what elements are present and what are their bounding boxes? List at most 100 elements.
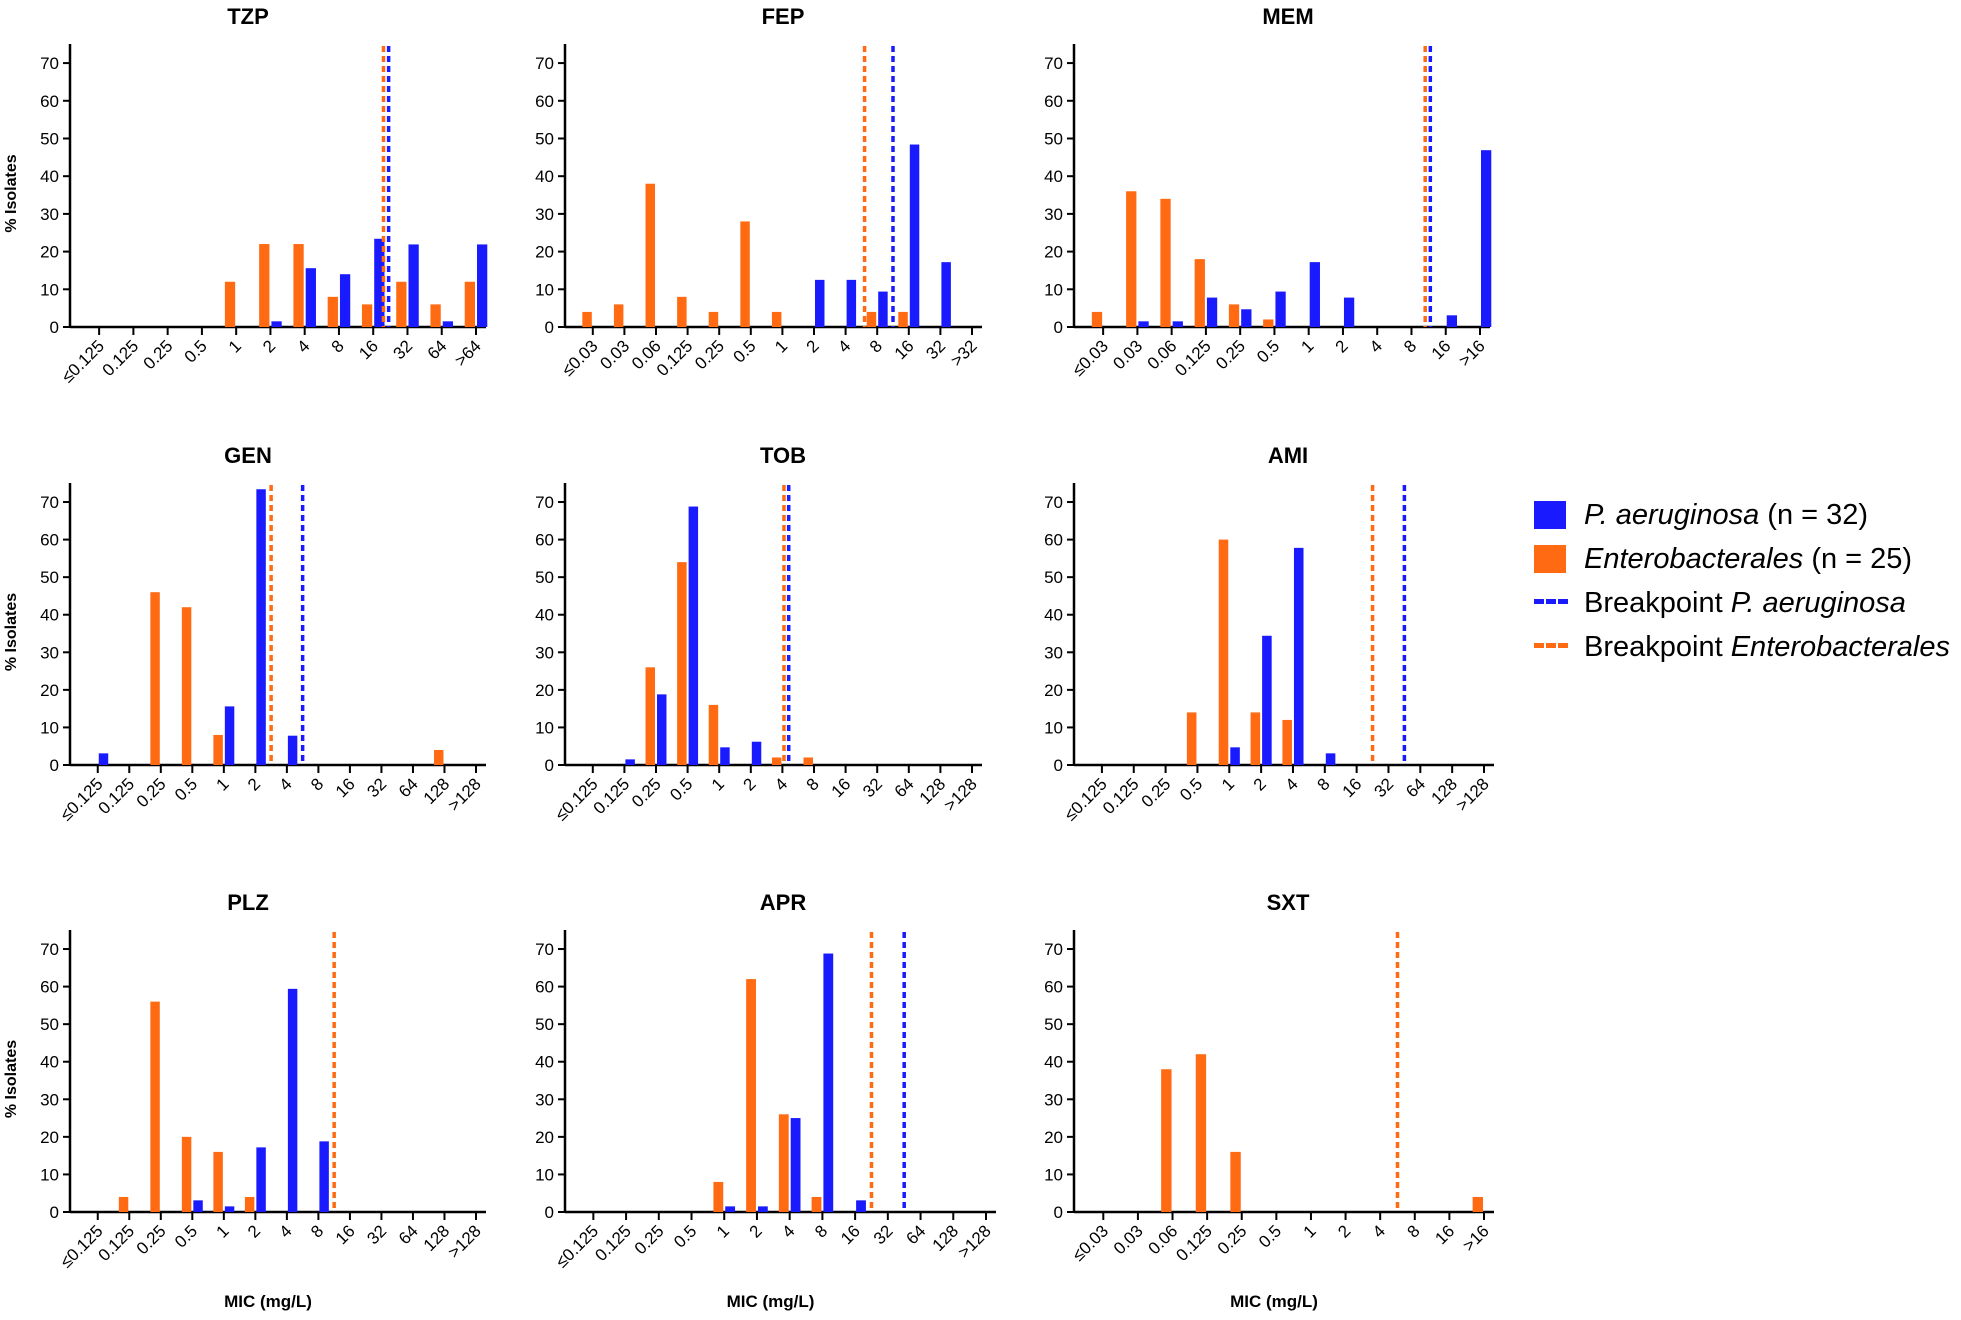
x-tick-label: 0.5 <box>666 774 696 804</box>
y-tick-label: 70 <box>40 493 59 512</box>
y-tick-label: 20 <box>40 243 59 262</box>
y-tick-label: 50 <box>40 129 59 148</box>
y-tick-label: 30 <box>1044 643 1063 662</box>
bar-enterobacterales <box>898 311 908 327</box>
x-tick-label: 16 <box>837 1221 864 1248</box>
bar-p-aeruginosa <box>256 1147 266 1212</box>
bar-p-aeruginosa <box>1262 635 1272 765</box>
chart-title: TOB <box>760 443 806 468</box>
y-tick-label: 40 <box>40 167 59 186</box>
bar-enterobacterales <box>464 281 475 327</box>
y-tick-label: 50 <box>1044 568 1063 587</box>
x-tick-label: 1 <box>1297 336 1317 356</box>
bar-p-aeruginosa <box>1230 747 1240 765</box>
bar-p-aeruginosa <box>1309 262 1320 327</box>
bar-enterobacterales <box>1263 319 1274 327</box>
y-tick-label: 20 <box>1044 1128 1063 1147</box>
x-tick-label: 8 <box>1403 1221 1423 1241</box>
y-axis-label: % Isolates <box>3 1040 20 1118</box>
y-tick-label: 30 <box>1044 205 1063 224</box>
y-tick-label: 60 <box>1044 92 1063 111</box>
x-tick-label: 0.03 <box>1110 1221 1147 1258</box>
bar-p-aeruginosa <box>256 489 266 765</box>
x-tick-label: 16 <box>891 336 918 363</box>
legend-label: Enterobacterales (n = 25) <box>1584 543 1913 575</box>
x-tick-label: 1 <box>708 774 728 794</box>
y-tick-label: 50 <box>40 1015 59 1034</box>
bar-p-aeruginosa <box>878 291 888 327</box>
bar-enterobacterales <box>1091 311 1103 327</box>
bar-enterobacterales <box>613 304 624 327</box>
x-tick-label: 0.125 <box>99 336 143 380</box>
y-tick-label: 50 <box>1044 129 1063 148</box>
x-tick-label: 2 <box>259 336 279 356</box>
x-tick-label: 0.25 <box>691 336 728 373</box>
x-tick-label: 1 <box>213 1221 233 1241</box>
x-tick-label: 0.25 <box>1214 1221 1251 1258</box>
x-tick-label: 64 <box>891 774 918 801</box>
bar-p-aeruginosa <box>1325 753 1336 765</box>
bar-enterobacterales <box>361 304 373 327</box>
x-tick-label: 1 <box>771 336 791 356</box>
y-tick-label: 20 <box>535 681 554 700</box>
x-tick-label: 32 <box>389 336 416 363</box>
x-tick-label: >128 <box>940 774 981 815</box>
y-tick-label: 20 <box>1044 681 1063 700</box>
x-tick-label: ≤0.03 <box>1069 1221 1112 1264</box>
x-tick-label: 64 <box>395 774 422 801</box>
bar-enterobacterales <box>1186 712 1197 765</box>
y-tick-label: 60 <box>535 978 554 997</box>
y-tick-label: 0 <box>50 318 59 337</box>
x-tick-label: 8 <box>866 336 886 356</box>
y-tick-label: 40 <box>1044 1053 1063 1072</box>
bar-p-aeruginosa <box>790 1118 801 1212</box>
x-tick-label: 0.125 <box>590 774 634 818</box>
y-tick-label: 10 <box>40 280 59 299</box>
bar-enterobacterales <box>740 221 750 327</box>
y-tick-label: 0 <box>1054 318 1063 337</box>
bar-p-aeruginosa <box>625 759 635 765</box>
y-tick-label: 30 <box>535 1090 554 1109</box>
y-axis-label: % Isolates <box>3 154 20 232</box>
y-tick-label: 20 <box>535 243 554 262</box>
x-tick-label: 16 <box>1431 1221 1458 1248</box>
y-tick-label: 70 <box>1044 940 1063 959</box>
y-tick-label: 10 <box>40 718 59 737</box>
bar-enterobacterales <box>677 562 687 765</box>
x-tick-label: >32 <box>947 336 981 370</box>
bar-p-aeruginosa <box>909 144 920 327</box>
x-tick-label: 8 <box>307 774 327 794</box>
en-swatch-icon <box>1534 545 1566 573</box>
legend-item-en-bars: Enterobacterales (n = 25) <box>1534 539 1954 583</box>
bar-enterobacterales <box>803 757 813 765</box>
x-tick-label: 4 <box>778 1221 798 1241</box>
x-tick-label: ≤0.125 <box>552 1221 602 1271</box>
x-tick-label: 0.125 <box>95 1221 139 1265</box>
x-tick-label: 4 <box>276 1221 296 1241</box>
y-tick-label: 0 <box>1054 756 1063 775</box>
chart-title: PLZ <box>227 890 269 915</box>
bar-enterobacterales <box>181 607 192 765</box>
bar-enterobacterales <box>293 244 304 327</box>
bar-p-aeruginosa <box>224 1206 235 1212</box>
bar-enterobacterales <box>244 1196 255 1212</box>
x-tick-label: 1 <box>1218 774 1238 794</box>
x-tick-label: 8 <box>1400 336 1420 356</box>
x-tick-label: 0.5 <box>181 336 211 366</box>
x-tick-label: 0.25 <box>133 774 170 811</box>
x-tick-label: 0.125 <box>653 336 697 380</box>
bar-p-aeruginosa <box>720 747 730 765</box>
y-tick-label: 50 <box>535 129 554 148</box>
bar-p-aeruginosa <box>1275 291 1286 327</box>
y-tick-label: 60 <box>1044 978 1063 997</box>
x-tick-label: 4 <box>276 774 296 794</box>
y-tick-label: 50 <box>535 1015 554 1034</box>
chart-title: FEP <box>762 4 805 29</box>
y-tick-label: 70 <box>1044 493 1063 512</box>
y-axis-label: % Isolates <box>3 593 20 671</box>
y-tick-label: 40 <box>1044 606 1063 625</box>
x-tick-label: 64 <box>903 1221 930 1248</box>
x-tick-label: 0.25 <box>140 336 177 373</box>
bar-p-aeruginosa <box>477 244 488 327</box>
x-tick-label: 8 <box>811 1221 831 1241</box>
